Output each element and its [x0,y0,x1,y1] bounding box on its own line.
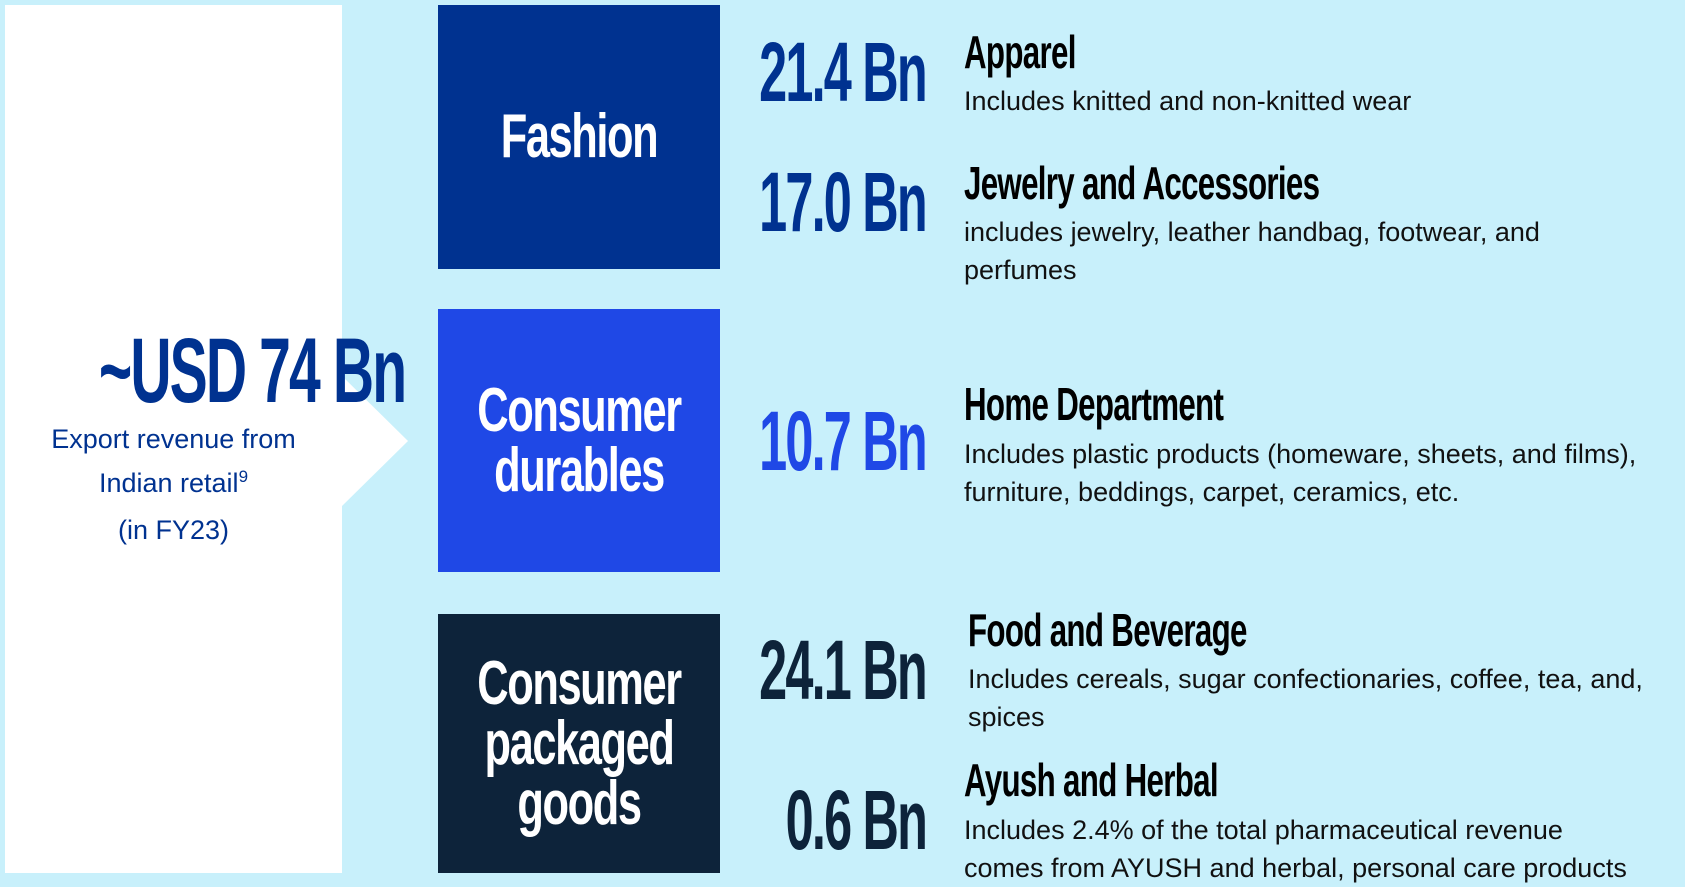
item-title: Home Department [964,378,1224,430]
item-title: Apparel [964,26,1076,78]
summary-value-text: ~USD 74 Bn [98,320,407,422]
item-value: 24.1 Bn [759,623,927,717]
category-box: Consumer packaged goods [438,614,720,873]
footnote: 9 [238,467,249,486]
summary-period: (in FY23) [117,515,230,545]
category-box: Consumer durables [438,309,720,572]
item-title: Ayush and Herbal [964,754,1219,806]
item-description: Includes cereals, sugar confectionaries,… [968,664,1643,732]
item-description: Includes knitted and non-knitted wear [964,86,1412,116]
item-value: 21.4 Bn [759,25,927,119]
category-label: Fashion [500,102,659,171]
item-value: 0.6 Bn [785,773,928,867]
item-value: 10.7 Bn [759,394,927,488]
item-title: Jewelry and Accessories [964,157,1320,209]
category-label: Consumer durables [477,375,682,505]
arrow [342,376,408,506]
summary-caption: Export revenue from Indian retail9 [5,420,342,502]
category-box: Fashion [438,5,720,269]
caption-text: Export revenue from Indian retail9 [34,420,314,502]
item-title: Food and Beverage [968,604,1247,656]
item-description: Includes plastic products (homeware, she… [964,439,1637,507]
item-value: 17.0 Bn [759,155,927,249]
category-label: Consumer packaged goods [477,648,682,838]
summary-value: ~USD 74 Bn [5,325,407,417]
summary-panel [5,5,342,873]
item-description: Includes 2.4% of the total pharmaceutica… [964,815,1627,883]
caption: Export revenue from Indian retail [51,424,296,498]
item-description: includes jewelry, leather handbag, footw… [964,217,1540,285]
